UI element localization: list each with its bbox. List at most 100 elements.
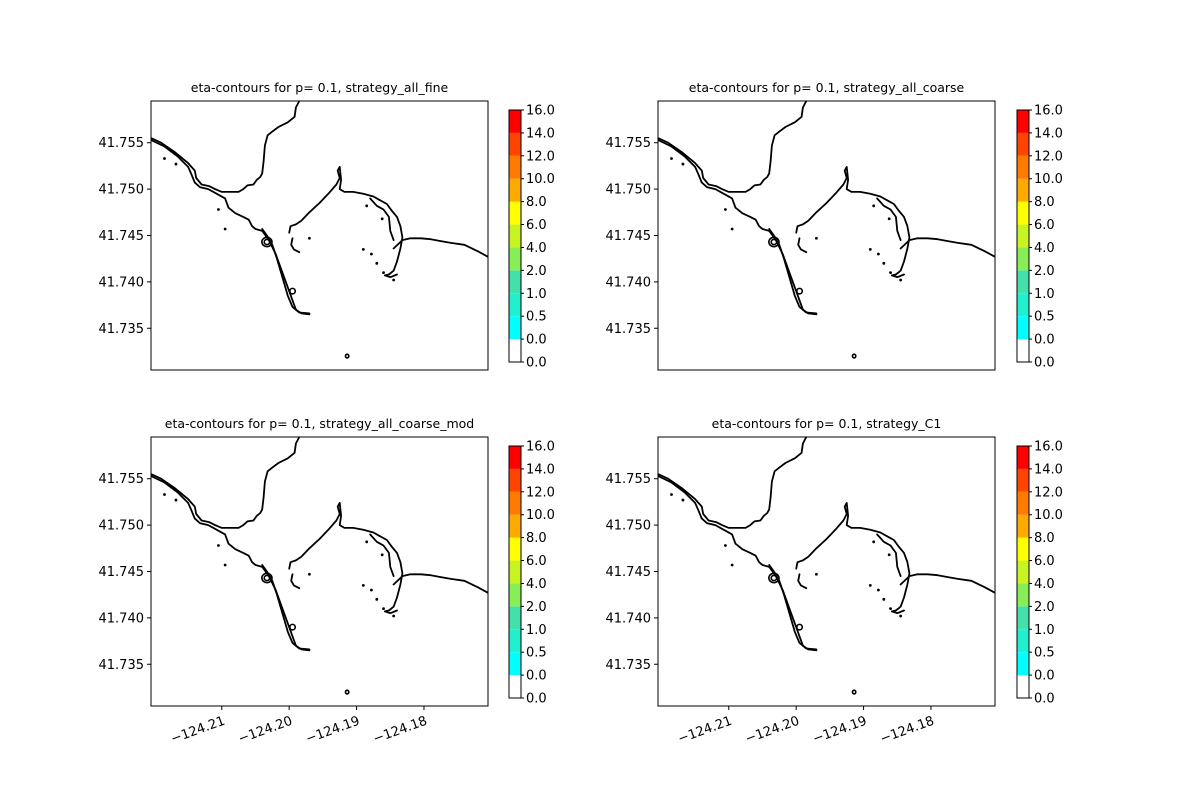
island-contour-1: [768, 236, 780, 248]
islet-dot-3: [724, 208, 727, 211]
y-tick-label: 41.750: [606, 519, 652, 534]
islet-dot-6: [872, 204, 876, 208]
islet-dot-10: [876, 252, 880, 256]
colorbar-segment: [509, 652, 521, 676]
islet-dot-9: [868, 584, 872, 587]
colorbar-tick-label: 4.0: [526, 241, 547, 256]
y-tick-label: 41.750: [99, 519, 145, 534]
colorbar-segment: [509, 270, 521, 294]
colorbar-segment: [509, 606, 521, 630]
coastline-contour-2: [151, 139, 311, 316]
y-tick-label: 41.750: [606, 183, 652, 198]
colorbar-segment: [1017, 293, 1029, 317]
islet-dot-6: [365, 204, 369, 208]
islet-dot-7: [380, 217, 384, 221]
colorbar-tick-label: 14.0: [1034, 462, 1063, 477]
coastline-contour-6: [369, 197, 395, 242]
y-tick-label: 41.740: [99, 611, 145, 626]
axes-frame: [150, 100, 489, 371]
colorbar-tick-label: 4.0: [526, 577, 547, 592]
colorbar-segment: [509, 537, 521, 561]
chart-title: eta-contours for p= 0.1, strategy_all_fi…: [191, 80, 449, 95]
island-contour-2: [770, 574, 778, 582]
islet-dot-2: [174, 498, 178, 502]
coastline-contour-4: [795, 165, 911, 279]
y-tick-label: 41.740: [606, 275, 652, 290]
islet-dot-4: [223, 227, 227, 231]
colorbar-tick-label: 10.0: [526, 508, 555, 523]
island-contour-1: [261, 236, 273, 248]
chart-title: eta-contours for p= 0.1, strategy_all_co…: [689, 80, 965, 95]
colorbar-tick-label: 12.0: [1034, 485, 1063, 500]
coastline-contour-1: [151, 437, 301, 529]
islet-dot-10: [876, 588, 880, 592]
islet-dot-12: [889, 607, 892, 611]
colorbar-tick-label: 1.0: [1034, 623, 1055, 638]
colorbar-tick-label: 6.0: [1034, 554, 1055, 569]
coastline-contour-5: [797, 237, 808, 254]
y-tick-label: 41.745: [606, 229, 652, 244]
x-tick-label: −124.18: [371, 714, 429, 747]
colorbar-segment: [1017, 537, 1029, 561]
colorbar-segment: [1017, 201, 1029, 225]
colorbar-segment: [1017, 178, 1029, 202]
coastline-contour-3: [261, 564, 311, 651]
coastline-contour-7: [392, 237, 488, 258]
islet-dot-3: [217, 544, 220, 547]
islet-dot-4: [223, 563, 227, 567]
coastline-contour-2: [658, 139, 818, 316]
colorbar-tick-label: 8.0: [1034, 195, 1055, 210]
colorbar-segment: [509, 339, 521, 362]
coastline-contour-5: [290, 573, 301, 590]
y-tick-label: 41.755: [606, 472, 652, 487]
y-tick-label: 41.740: [606, 611, 652, 626]
y-tick-label: 41.745: [99, 229, 145, 244]
colorbar-tick-label: 2.0: [1034, 600, 1055, 615]
islet-dot-9: [868, 248, 872, 251]
colorbar-segment: [509, 491, 521, 515]
coastline-contour-4: [288, 501, 404, 615]
island-contour-4: [344, 353, 350, 359]
colorbar-tick-label: 0.0: [526, 356, 547, 371]
colorbar-tick-label: 8.0: [526, 531, 547, 546]
islet-dot-10: [369, 588, 373, 592]
y-tick-label: 41.755: [99, 472, 145, 487]
x-tick-label: −124.20: [236, 714, 294, 747]
plot-area: [658, 437, 995, 695]
islet-dot-9: [361, 248, 365, 251]
colorbar-segment: [509, 468, 521, 492]
coastline-contour-4: [795, 501, 911, 615]
colorbar-tick-label: 6.0: [1034, 218, 1055, 233]
colorbar-segment: [509, 560, 521, 584]
colorbar-tick-label: 14.0: [526, 126, 555, 141]
y-tick-label: 41.735: [606, 322, 652, 337]
colorbar-tick-label: 10.0: [1034, 508, 1063, 523]
x-tick-label: −124.19: [811, 714, 869, 747]
colorbar-tick-label: 4.0: [1034, 577, 1055, 592]
colorbar-frame: [508, 445, 522, 699]
islet-dot-6: [872, 540, 876, 544]
islet-dot-7: [887, 553, 891, 557]
y-tick-label: 41.750: [99, 183, 145, 198]
colorbar-segment: [509, 247, 521, 271]
colorbar-tick-label: 0.5: [526, 646, 547, 661]
colorbar-segment: [1017, 583, 1029, 607]
colorbar-segment: [1017, 339, 1029, 362]
colorbar-tick-label: 2.0: [526, 600, 547, 615]
colorbar-tick-label: 12.0: [526, 485, 555, 500]
colorbar-segment: [509, 316, 521, 340]
colorbar-segment: [1017, 606, 1029, 630]
colorbar-segment: [509, 293, 521, 317]
colorbar-frame: [1016, 109, 1030, 363]
colorbar-frame: [1016, 445, 1030, 699]
colorbar-tick-label: 16.0: [526, 440, 555, 455]
islet-dot-2: [681, 162, 685, 166]
islet-dot-5: [814, 236, 818, 240]
colorbar-tick-label: 16.0: [526, 104, 555, 119]
colorbar-tick-label: 0.5: [526, 310, 547, 325]
islet-dot-6: [365, 540, 369, 544]
colorbar-tick-label: 1.0: [526, 623, 547, 638]
colorbar-segment: [1017, 316, 1029, 340]
coastline-contour-2: [658, 475, 818, 652]
